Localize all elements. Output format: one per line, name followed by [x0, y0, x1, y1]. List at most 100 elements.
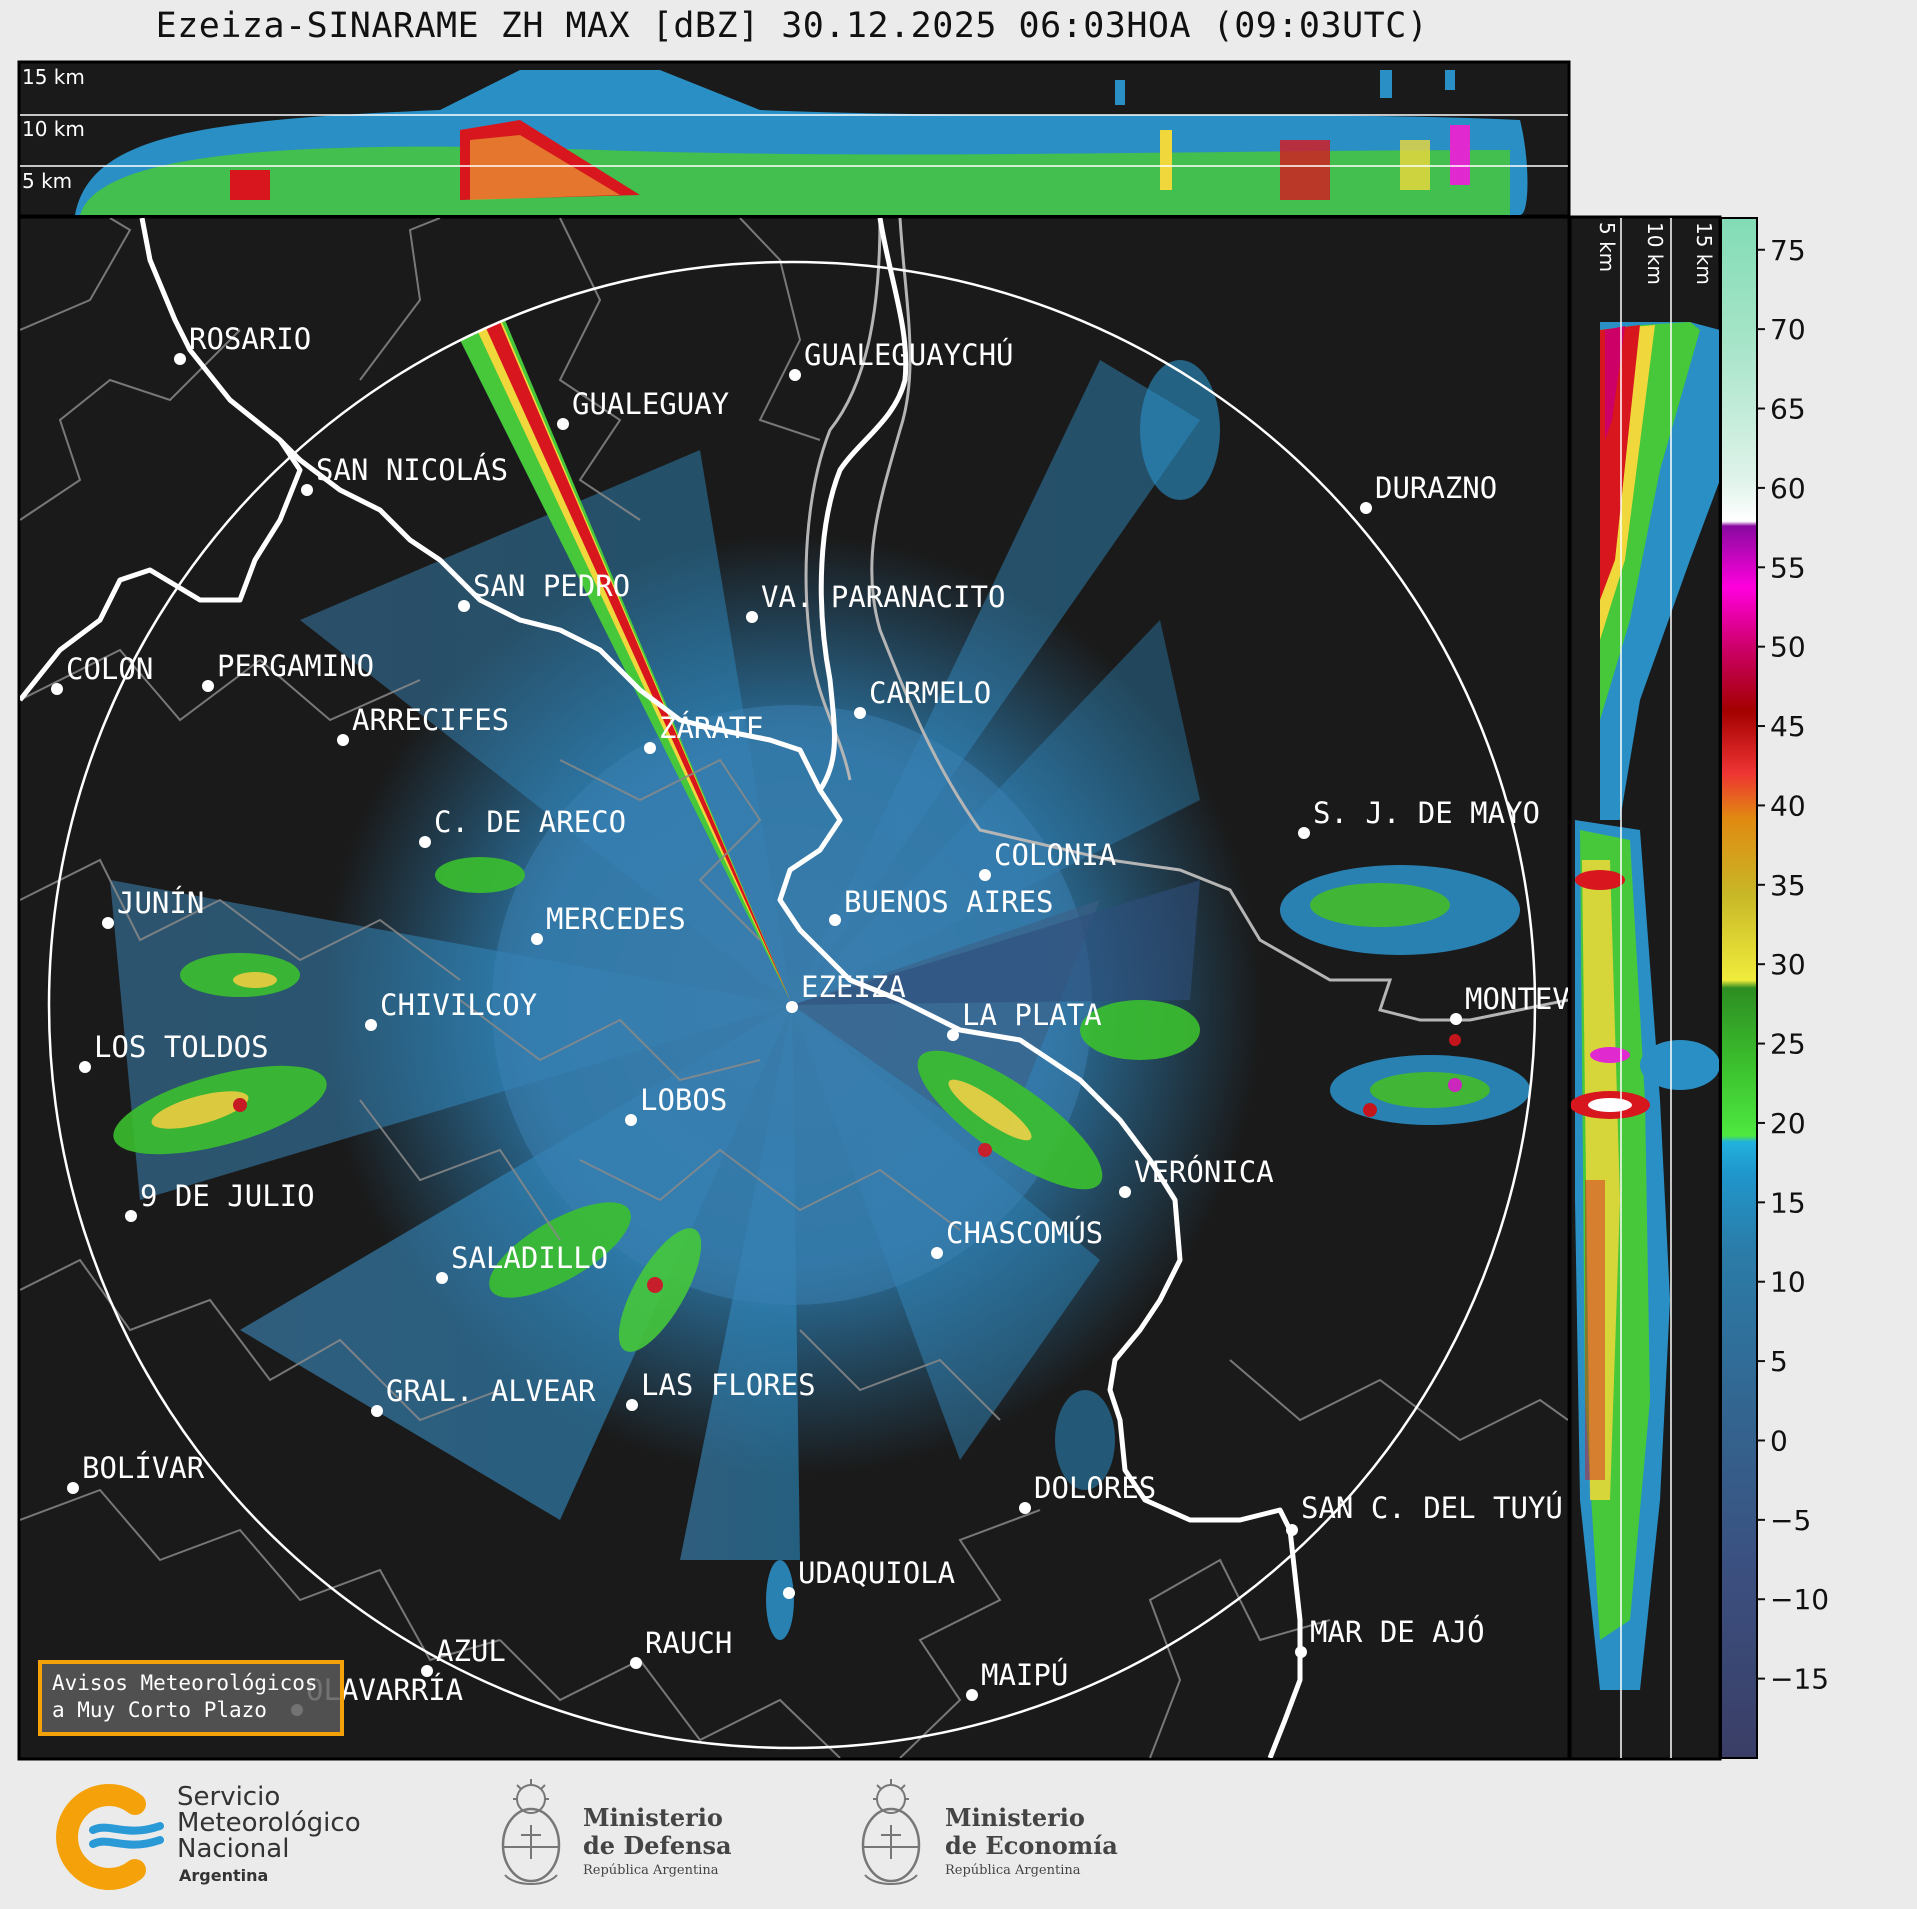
side-label-10km: 10 km [1643, 222, 1667, 285]
colorbar-tick-label: 30 [1770, 948, 1806, 981]
colorbar-tick-label: 5 [1770, 1345, 1788, 1378]
colorbar-tick-label: 0 [1770, 1424, 1788, 1457]
city-dot-montevideo [1450, 1013, 1462, 1025]
city-label-ezeiza: EZEIZA [801, 970, 906, 1004]
city-label-arrecifes: ARRECIFES [352, 703, 509, 737]
city-label-maipu: MAIPÚ [981, 1658, 1068, 1692]
city-label-colonia: COLONIA [994, 838, 1116, 872]
city-label-colon: COLON [66, 652, 153, 686]
top-label-5km: 5 km [22, 169, 72, 193]
economia-line3: República Argentina [945, 1863, 1081, 1878]
colorbar-tick-label: 25 [1770, 1028, 1806, 1061]
colorbar-tick-label: 45 [1770, 710, 1806, 743]
colorbar-tick-label: 50 [1770, 631, 1806, 664]
colorbar-tick-label: 35 [1770, 869, 1806, 902]
coat-of-arms-icon [861, 1779, 921, 1885]
page-title: Ezeiza-SINARAME ZH MAX [dBZ] 30.12.2025 … [155, 6, 1429, 46]
city-dot-zarate [644, 742, 656, 754]
city-label-san-c-del-tuyu: SAN C. DEL TUYÚ [1301, 1491, 1563, 1525]
city-dot-colonia [979, 869, 991, 881]
city-label-gualeguay: GUALEGUAY [572, 387, 729, 421]
city-label-rosario: ROSARIO [189, 322, 311, 356]
defensa-logo: Ministerio de Defensa República Argentin… [495, 1775, 755, 1895]
top-label-15km: 15 km [22, 65, 85, 89]
city-label-buenos-aires: BUENOS AIRES [844, 885, 1054, 919]
city-label-mar-de-ajo: MAR DE AJÓ [1310, 1615, 1485, 1649]
city-label-rauch: RAUCH [645, 1626, 732, 1660]
city-dot-buenos-aires [829, 914, 841, 926]
city-dot-rosario [174, 353, 186, 365]
city-dot-maipu [966, 1689, 978, 1701]
city-dot-gualeguay [557, 418, 569, 430]
colorbar-tick-label: 55 [1770, 551, 1806, 584]
city-dot-9-de-julio [125, 1210, 137, 1222]
top-label-10km: 10 km [22, 117, 85, 141]
city-dot-gualeguaychu [789, 369, 801, 381]
colorbar-tick-label: 70 [1770, 313, 1806, 346]
smn-logo: Servicio Meteorológico Nacional Argentin… [55, 1782, 395, 1892]
city-label-durazno: DURAZNO [1375, 471, 1497, 505]
river-lines [804, 218, 1568, 1022]
city-dot-ezeiza [786, 1001, 798, 1013]
coat-of-arms-icon [501, 1779, 561, 1885]
city-label-veronica: VERÓNICA [1134, 1155, 1274, 1189]
city-label-sj-de-mayo: S. J. DE MAYO [1313, 796, 1540, 830]
city-dot-c-de-areco [419, 836, 431, 848]
colorbar-tick-label: 15 [1770, 1186, 1806, 1219]
city-label-udaquiola: UDAQUIOLA [798, 1556, 955, 1590]
colorbar-tick-label: 75 [1770, 234, 1806, 267]
city-dot-los-toldos [79, 1061, 91, 1073]
colorbar-tick-label: 20 [1770, 1107, 1806, 1140]
city-dot-san-pedro [458, 600, 470, 612]
colorbar-tick-label: −5 [1770, 1504, 1811, 1537]
city-dot-pergamino [202, 680, 214, 692]
defensa-line2: de Defensa [583, 1831, 732, 1860]
city-label-la-plata: LA PLATA [962, 998, 1102, 1032]
city-dot-veronica [1119, 1186, 1131, 1198]
side-cross-section-echoes [1571, 322, 1719, 1690]
city-label-san-nicolas: SAN NICOLÁS [316, 453, 508, 487]
city-dot-junin [102, 917, 114, 929]
city-dot-san-c-del-tuyu [1286, 1524, 1298, 1536]
city-dot-chascomus [931, 1247, 943, 1259]
city-dot-carmelo [854, 707, 866, 719]
defensa-line3: República Argentina [583, 1863, 719, 1878]
city-dot-bolivar [67, 1482, 79, 1494]
colorbar-tick-label: 40 [1770, 789, 1806, 822]
city-label-carmelo: CARMELO [869, 676, 991, 710]
city-dot-arrecifes [337, 734, 349, 746]
economia-logo: Ministerio de Economía República Argenti… [855, 1775, 1135, 1895]
city-dot-gral-alvear [371, 1405, 383, 1417]
smn-line1: Servicio [177, 1782, 281, 1812]
city-dot-dolores [1019, 1502, 1031, 1514]
defensa-line1: Ministerio [583, 1803, 723, 1832]
city-label-saladillo: SALADILLO [451, 1241, 608, 1275]
city-label-bolivar: BOLÍVAR [82, 1451, 205, 1485]
avisos-line1: Avisos Meteorológicos [52, 1671, 318, 1695]
smn-line4: Argentina [179, 1866, 269, 1885]
city-dot-saladillo [436, 1272, 448, 1284]
side-label-5km: 5 km [1595, 222, 1619, 272]
city-dot-rauch [630, 1657, 642, 1669]
city-dot-san-nicolas [301, 484, 313, 496]
city-dot-va-paranacito [746, 611, 758, 623]
city-dot-lobos [625, 1114, 637, 1126]
city-dot-azul [421, 1665, 433, 1677]
city-dot-sj-de-mayo [1298, 827, 1310, 839]
city-label-chascomus: CHASCOMÚS [946, 1216, 1103, 1250]
top-cross-section-echoes [75, 70, 1528, 215]
city-label-9-de-julio: 9 DE JULIO [140, 1179, 315, 1213]
side-label-15km: 15 km [1692, 222, 1716, 285]
coastline [20, 218, 1303, 1758]
smn-logo-icon [56, 1784, 164, 1890]
city-dot-mercedes [531, 933, 543, 945]
city-label-pergamino: PERGAMINO [217, 649, 374, 683]
avisos-button[interactable]: Avisos Meteorológicos a Muy Corto Plazo [38, 1660, 344, 1736]
city-label-san-pedro: SAN PEDRO [473, 569, 630, 603]
city-label-chivilcoy: CHIVILCOY [380, 988, 537, 1022]
admin-borders [20, 218, 1568, 1758]
city-label-los-toldos: LOS TOLDOS [94, 1030, 269, 1064]
smn-line3: Nacional [177, 1834, 290, 1864]
